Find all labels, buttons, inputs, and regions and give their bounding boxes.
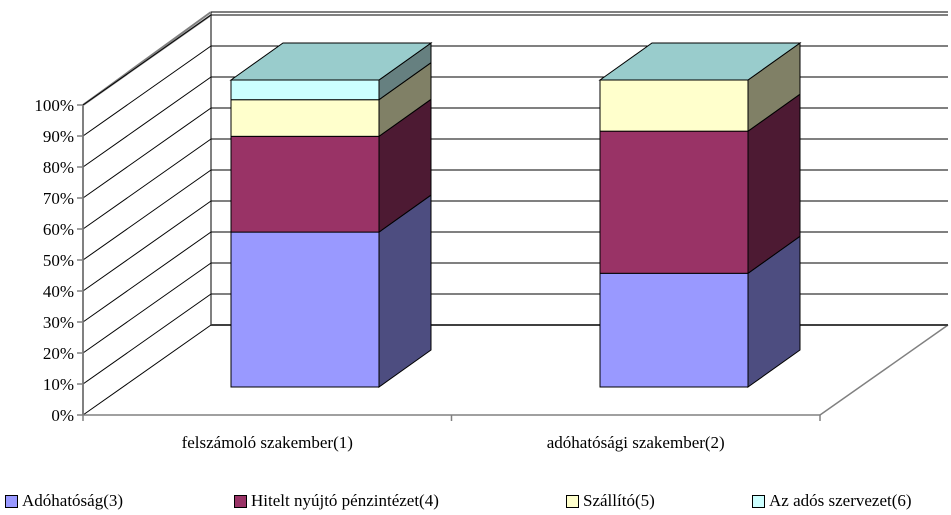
legend-swatch xyxy=(234,494,247,508)
gridline-side xyxy=(82,169,212,261)
y-tick-label: 10% xyxy=(43,375,74,394)
bar-front-segment xyxy=(599,272,749,388)
legend-item: Szállító(5) xyxy=(566,489,655,513)
legend-item: Hitelt nyújtó pénzintézet(4) xyxy=(234,489,439,513)
stacked-3d-bar-chart: 0% 10% 20% 30% 40% 50% 60% 70% 80% 90% 100% felszá… xyxy=(34,11,949,452)
gridline-side xyxy=(82,138,212,230)
legend-label: Az adós szervezet(6) xyxy=(769,491,912,510)
y-tick-label: 100% xyxy=(34,96,74,115)
gridline-side xyxy=(82,324,212,416)
y-tick-label: 80% xyxy=(43,158,74,177)
y-tick-label: 40% xyxy=(43,282,74,301)
bar-top-face xyxy=(598,42,802,81)
floor-edge xyxy=(819,324,949,416)
y-tick-label: 60% xyxy=(43,220,74,239)
legend-swatch xyxy=(566,494,579,508)
y-tick-label: 30% xyxy=(43,313,74,332)
legend-label: Szállító(5) xyxy=(583,491,655,510)
category-labels: felszámoló szakember(1) adóhatósági szake… xyxy=(182,433,725,452)
y-axis-ticks: 0% 10% 20% 30% 40% 50% 60% 70% 80% 90% 100% xyxy=(34,96,83,425)
legend-item: Adóhatóság(3) xyxy=(5,489,123,513)
gridline-side xyxy=(82,14,212,106)
y-tick-label: 70% xyxy=(43,189,74,208)
legend-label: Hitelt nyújtó pénzintézet(4) xyxy=(251,491,439,510)
category-label: adóhatósági szakember(2) xyxy=(547,433,725,452)
legend-item: Az adós szervezet(6) xyxy=(752,489,912,513)
bar-top-face xyxy=(229,42,433,81)
legend-label: Adóhatóság(3) xyxy=(22,491,124,510)
category-label: felszámoló szakember(1) xyxy=(182,433,353,452)
bar-front-segment xyxy=(230,79,380,101)
bar-front-segment xyxy=(230,231,380,388)
gridline-side xyxy=(82,262,212,354)
legend-swatch xyxy=(5,494,18,508)
y-tick-label: 0% xyxy=(51,406,74,425)
bar-front-segment xyxy=(230,135,380,233)
bar-front-segment xyxy=(599,130,749,274)
gridline-side xyxy=(82,231,212,323)
gridline-side xyxy=(82,76,212,168)
legend-swatch xyxy=(752,494,765,508)
bar-front-segment xyxy=(230,99,380,137)
bars xyxy=(229,42,802,388)
y-tick-label: 90% xyxy=(43,127,74,146)
y-tick-label: 20% xyxy=(43,344,74,363)
gridline-side xyxy=(82,293,212,385)
legend: Adóhatóság(3) Hitelt nyújtó pénzintézet(4… xyxy=(0,489,951,513)
chart-walls xyxy=(82,11,949,416)
gridline-side xyxy=(82,107,212,199)
y-tick-label: 50% xyxy=(43,251,74,270)
bar-front-segment xyxy=(599,79,749,132)
gridline-side xyxy=(82,200,212,292)
gridline-side xyxy=(82,45,212,137)
gridlines xyxy=(82,11,948,416)
